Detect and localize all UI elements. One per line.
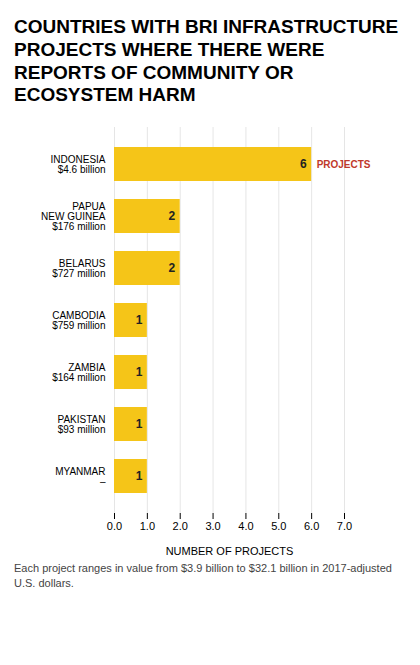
svg-text:3.0: 3.0 xyxy=(205,520,220,532)
svg-text:7.0: 7.0 xyxy=(337,520,352,532)
html-text:Each project ranges in value f: Each project ranges in value from $3.9 b… xyxy=(14,562,392,589)
svg-text:1: 1 xyxy=(136,314,143,328)
svg-text:6.0: 6.0 xyxy=(304,520,319,532)
svg-text:MYANMAR–: MYANMAR– xyxy=(55,466,106,487)
svg-text:5.0: 5.0 xyxy=(271,520,286,532)
html-text:COUNTRIES WITH BRI INFRASTRUCT: COUNTRIES WITH BRI INFRASTRUCTURE PROJEC… xyxy=(14,16,399,106)
svg-text:2: 2 xyxy=(169,210,176,224)
svg-text:4.0: 4.0 xyxy=(238,520,253,532)
svg-text:6: 6 xyxy=(300,158,307,172)
svg-text:BELARUS$727 million: BELARUS$727 million xyxy=(52,258,106,279)
svg-text:1: 1 xyxy=(136,366,143,380)
svg-text:2: 2 xyxy=(169,262,176,276)
svg-text:CAMBODIA$759 million: CAMBODIA$759 million xyxy=(52,310,106,331)
svg-text:NUMBER OF PROJECTS: NUMBER OF PROJECTS xyxy=(166,545,294,557)
svg-text:0.0: 0.0 xyxy=(107,520,122,532)
svg-text:2.0: 2.0 xyxy=(173,520,188,532)
svg-text:PAKISTAN$93 million: PAKISTAN$93 million xyxy=(58,414,106,435)
svg-text:INDONESIA$4.6 billion: INDONESIA$4.6 billion xyxy=(50,154,105,175)
svg-text:1: 1 xyxy=(136,418,143,432)
svg-text:1.0: 1.0 xyxy=(140,520,155,532)
svg-text:1: 1 xyxy=(136,470,143,484)
svg-text:PAPUANEW GUINEA$176 million: PAPUANEW GUINEA$176 million xyxy=(41,201,106,232)
svg-text:PROJECTS: PROJECTS xyxy=(317,159,371,170)
svg-text:ZAMBIA$164 million: ZAMBIA$164 million xyxy=(52,362,106,383)
